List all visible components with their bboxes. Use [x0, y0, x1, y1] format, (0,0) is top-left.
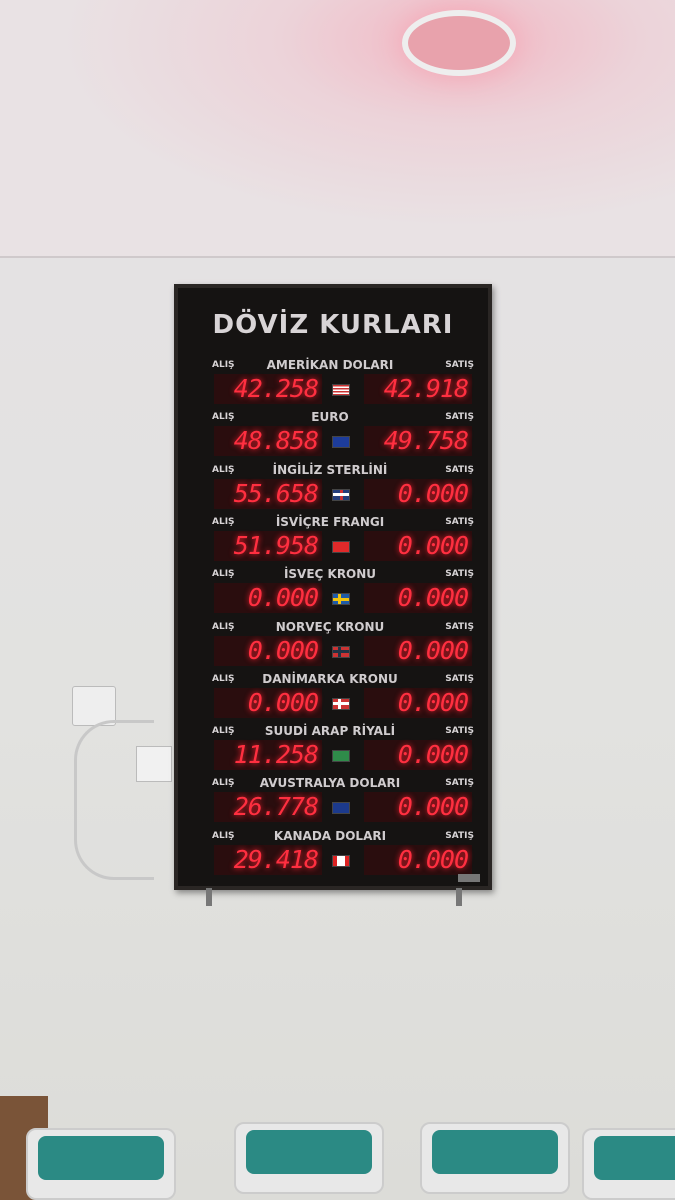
buy-label: ALIŞ — [212, 412, 235, 423]
sell-label: SATIŞ — [445, 830, 474, 841]
buy-rate: 0.000 — [214, 583, 322, 614]
currency-row: ALIŞ EURO SATIŞ 48.858 49.758 — [178, 410, 488, 464]
sell-label: SATIŞ — [445, 516, 474, 527]
currency-name: SUUDİ ARAP RİYALİ — [264, 724, 396, 739]
buy-label: ALIŞ — [212, 569, 235, 580]
manufacturer-logo — [458, 874, 480, 882]
sell-rate: 0.000 — [364, 478, 472, 509]
ceiling — [0, 0, 675, 258]
sell-label: SATIŞ — [445, 569, 474, 580]
currency-name: DANİMARKA KRONU — [262, 671, 398, 686]
power-socket — [136, 746, 172, 782]
buy-rate: 0.000 — [214, 635, 322, 666]
buy-rate: 0.000 — [214, 687, 322, 718]
currency-row: ALIŞ İNGİLİZ STERLİNİ SATIŞ 55.658 0.000 — [178, 462, 488, 517]
stool — [234, 1122, 384, 1194]
currency-row: ALIŞ İSVİÇRE FRANGI SATIŞ 51.958 0.000 — [178, 514, 488, 569]
exchange-rate-board: DÖVİZ KURLARI ALIŞ AMERİKAN DOLARI SATIŞ… — [174, 284, 492, 890]
us-flag-icon — [332, 384, 350, 396]
sell-rate: 0.000 — [364, 844, 472, 875]
sell-rate: 0.000 — [364, 530, 472, 561]
currency-name: KANADA DOLARI — [273, 828, 387, 843]
au-flag-icon — [332, 802, 350, 815]
currency-row: ALIŞ KANADA DOLARI SATIŞ 29.418 0.000 — [178, 828, 488, 883]
currency-name: İSVİÇRE FRANGI — [275, 514, 385, 529]
currency-row: ALIŞ NORVEÇ KRONU SATIŞ 0.000 0.000 — [178, 619, 488, 674]
currency-name: AMERİKAN DOLARI — [266, 358, 394, 372]
buy-label: ALIŞ — [212, 778, 235, 789]
stool — [420, 1122, 570, 1194]
board-title: DÖVİZ KURLARI — [212, 310, 454, 340]
sell-label: SATIŞ — [445, 726, 474, 737]
buy-rate: 48.858 — [214, 426, 322, 457]
no-flag-icon — [332, 645, 350, 658]
ch-flag-icon — [332, 540, 350, 553]
mount-post — [206, 888, 212, 906]
sell-label: SATIŞ — [445, 778, 474, 789]
currency-name: İSVEÇ KRONU — [283, 567, 377, 582]
currency-row: ALIŞ AMERİKAN DOLARI SATIŞ 42.258 42.918 — [178, 358, 488, 412]
stool — [582, 1128, 675, 1200]
currency-name: AVUSTRALYA DOLARI — [259, 776, 401, 791]
currency-row: ALIŞ DANİMARKA KRONU SATIŞ 0.000 0.000 — [178, 671, 488, 726]
sa-flag-icon — [332, 750, 350, 763]
buy-rate: 51.958 — [214, 530, 322, 561]
currency-row: ALIŞ İSVEÇ KRONU SATIŞ 0.000 0.000 — [178, 567, 488, 621]
se-flag-icon — [332, 593, 350, 606]
mount-post — [456, 888, 462, 906]
eu-flag-icon — [332, 436, 350, 449]
cable — [74, 720, 154, 880]
junction-box — [72, 686, 116, 726]
buy-label: ALIŞ — [212, 830, 235, 841]
currency-name: EURO — [311, 410, 349, 425]
ca-flag-icon — [332, 854, 350, 867]
sell-rate: 0.000 — [364, 687, 472, 718]
sell-label: SATIŞ — [445, 412, 474, 423]
buy-rate: 42.258 — [214, 374, 322, 404]
uk-flag-icon — [332, 488, 350, 501]
sell-rate: 0.000 — [364, 740, 472, 771]
buy-label: ALIŞ — [212, 464, 235, 475]
buy-label: ALIŞ — [212, 360, 235, 370]
sell-rate: 0.000 — [364, 583, 472, 614]
sell-label: SATIŞ — [445, 673, 474, 684]
buy-rate: 26.778 — [214, 792, 322, 823]
dk-flag-icon — [332, 697, 350, 710]
buy-label: ALIŞ — [212, 516, 235, 527]
sell-label: SATIŞ — [445, 621, 474, 632]
sell-rate: 49.758 — [364, 426, 472, 457]
sell-rate: 0.000 — [364, 792, 472, 823]
buy-rate: 11.258 — [214, 740, 322, 771]
buy-label: ALIŞ — [212, 726, 235, 737]
ceiling-lamp — [402, 10, 516, 76]
buy-label: ALIŞ — [212, 621, 235, 632]
sell-rate: 42.918 — [364, 374, 472, 404]
currency-row: ALIŞ SUUDİ ARAP RİYALİ SATIŞ 11.258 0.00… — [178, 724, 488, 778]
currency-row: ALIŞ AVUSTRALYA DOLARI SATIŞ 26.778 0.00… — [178, 776, 488, 830]
buy-rate: 29.418 — [214, 844, 322, 875]
sell-label: SATIŞ — [445, 464, 474, 475]
sell-label: SATIŞ — [445, 360, 474, 370]
currency-name: NORVEÇ KRONU — [275, 619, 385, 634]
sell-rate: 0.000 — [364, 635, 472, 666]
stool — [26, 1128, 176, 1200]
currency-name: İNGİLİZ STERLİNİ — [272, 462, 388, 477]
buy-rate: 55.658 — [214, 478, 322, 509]
buy-label: ALIŞ — [212, 673, 235, 684]
